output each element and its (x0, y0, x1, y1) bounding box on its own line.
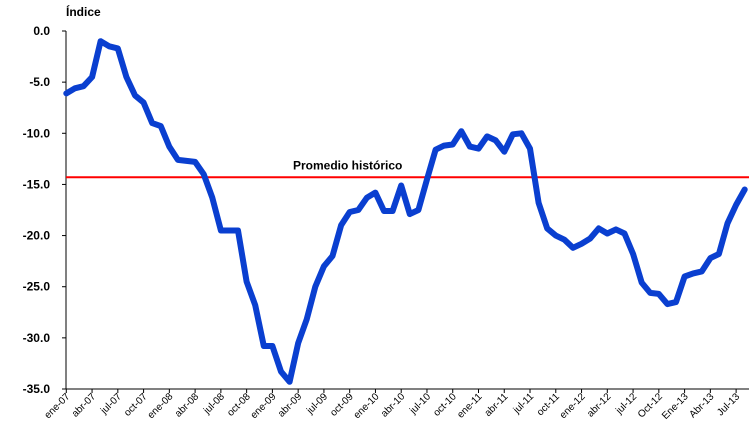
x-tick-label: abr-09 (276, 391, 305, 420)
x-tick-label: ene-10 (352, 391, 382, 421)
x-tick-label: abr-10 (379, 391, 408, 420)
y-tick-label: -20.0 (23, 229, 51, 243)
x-tick-label: jul-10 (407, 391, 433, 417)
data-line (63, 38, 748, 385)
y-tick-label: -5.0 (29, 75, 50, 89)
x-tick-label: jul-09 (304, 391, 330, 417)
x-tick-label: jul-11 (511, 391, 537, 417)
x-tick-label: ene-11 (455, 391, 485, 421)
x-tick-label: abr-08 (173, 391, 202, 420)
x-tick-label: ene-08 (146, 391, 176, 421)
y-axis-title: Índice (66, 4, 101, 19)
x-tick-label: jul-08 (201, 391, 227, 417)
x-tick-label: Abr-13 (687, 391, 716, 420)
y-tick-label: -25.0 (23, 280, 51, 294)
x-tick-label: oct-10 (431, 391, 459, 419)
x-tick-label: ene-09 (249, 391, 279, 421)
y-tick-label: -30.0 (23, 331, 51, 345)
x-tick-label: Jul-13 (715, 391, 742, 418)
x-tick-label: abr-12 (585, 391, 614, 420)
x-tick-label: abr-11 (483, 391, 511, 419)
x-tick-label: ene-12 (558, 391, 588, 421)
y-tick-label: -15.0 (23, 177, 51, 191)
reference-label: Promedio histórico (293, 158, 402, 172)
x-tick-label: abr-07 (70, 391, 99, 420)
x-tick-label: jul-07 (98, 391, 124, 417)
y-tick-label: -35.0 (23, 382, 51, 396)
x-tick-label: Ene-13 (660, 391, 691, 422)
y-tick-label: 0.0 (33, 24, 50, 38)
y-tick-label: -10.0 (23, 126, 51, 140)
